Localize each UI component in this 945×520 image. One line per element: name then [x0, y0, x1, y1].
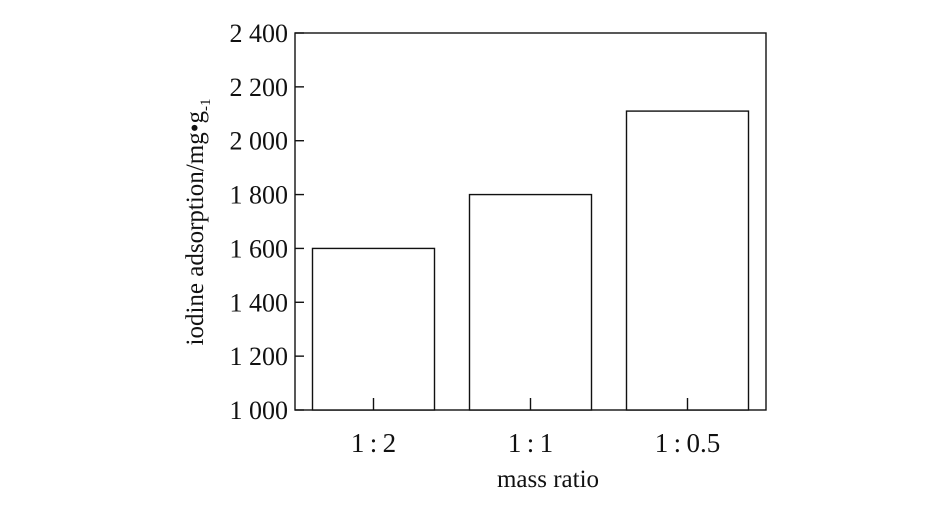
y-axis-label: iodine adsorption/mg•g-1 — [182, 99, 214, 346]
bar — [625, 110, 750, 411]
y-axis-label-superscript: -1 — [198, 99, 214, 112]
bars — [311, 110, 750, 411]
y-tick-label: 2 200 — [230, 73, 289, 102]
y-tick-label: 2 400 — [230, 19, 289, 48]
x-tick-label: 1 : 2 — [351, 428, 396, 458]
bar — [311, 247, 436, 411]
y-axis-label-main: iodine adsorption/mg•g — [182, 111, 209, 346]
bar — [468, 193, 593, 411]
y-tick-label: 1 000 — [230, 396, 289, 425]
y-tick-label: 1 400 — [230, 288, 289, 317]
x-tick-label: 1 : 0.5 — [655, 428, 721, 458]
x-tick-label: 1 : 1 — [508, 428, 553, 458]
y-axis-ticks: 1 000 1 200 1 400 1 600 1 800 2 000 2 200 2 400 — [230, 19, 304, 425]
y-tick-label: 1 600 — [230, 234, 289, 263]
y-tick-label: 2 000 — [230, 127, 289, 156]
y-tick-label: 1 200 — [230, 342, 289, 371]
x-axis-label: mass ratio — [497, 466, 599, 493]
y-tick-label: 1 800 — [230, 181, 289, 210]
x-axis-ticks: 1 : 2 1 : 1 1 : 0.5 — [351, 398, 720, 458]
